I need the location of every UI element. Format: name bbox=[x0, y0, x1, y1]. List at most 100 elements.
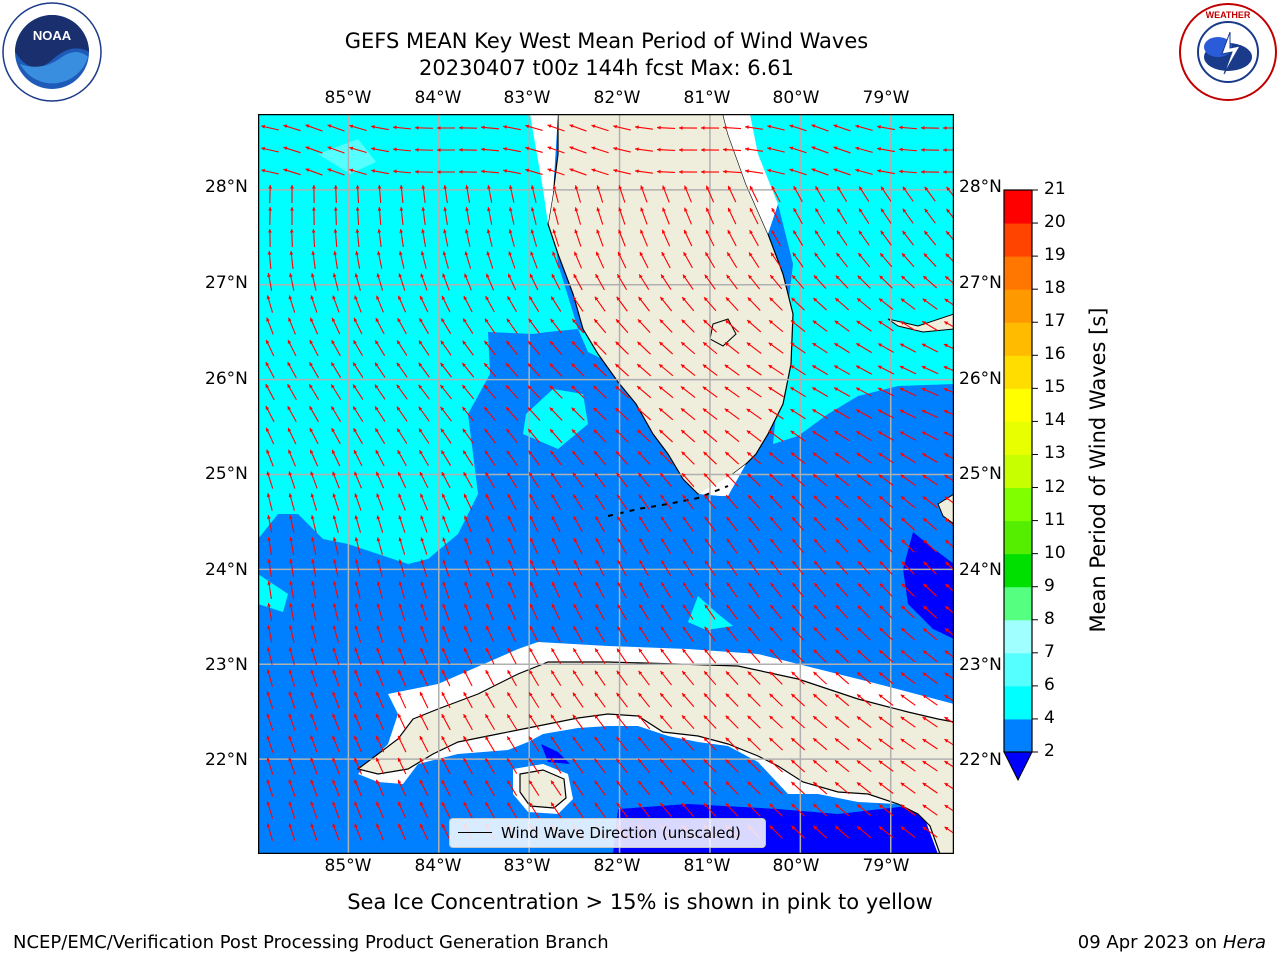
direction-arrow bbox=[458, 125, 478, 130]
direction-arrow bbox=[638, 537, 650, 555]
direction-arrow bbox=[547, 124, 565, 132]
direction-arrow bbox=[463, 691, 473, 709]
direction-arrow bbox=[485, 669, 495, 687]
direction-arrow bbox=[924, 208, 936, 224]
direction-arrow bbox=[920, 169, 940, 174]
direction-arrow bbox=[835, 627, 849, 641]
direction-arrow bbox=[812, 452, 828, 464]
direction-arrow bbox=[944, 583, 954, 593]
direction-arrow bbox=[616, 670, 628, 686]
direction-arrow bbox=[878, 825, 894, 839]
colorbar-tick-label: 13 bbox=[1044, 443, 1066, 464]
lon-label-top: 80°W bbox=[772, 88, 820, 108]
direction-arrow bbox=[376, 537, 383, 555]
direction-arrow bbox=[813, 649, 827, 663]
lat-label-right: 25°N bbox=[959, 464, 1002, 484]
direction-arrow bbox=[681, 758, 695, 774]
direction-arrow bbox=[877, 431, 895, 441]
direction-arrow bbox=[921, 320, 939, 332]
direction-arrow bbox=[421, 229, 427, 247]
direction-arrow bbox=[375, 757, 385, 775]
direction-arrow bbox=[487, 185, 493, 203]
direction-arrow bbox=[944, 782, 954, 790]
direction-arrow bbox=[483, 362, 497, 378]
direction-arrow bbox=[507, 669, 517, 687]
direction-arrow bbox=[595, 603, 605, 621]
direction-arrow bbox=[770, 582, 782, 598]
direction-arrow bbox=[702, 429, 718, 443]
direction-arrow bbox=[922, 672, 938, 684]
direction-arrow bbox=[659, 670, 673, 686]
direction-arrow bbox=[944, 716, 954, 724]
direction-arrow bbox=[922, 826, 938, 838]
direction-arrow bbox=[461, 362, 475, 378]
direction-arrow bbox=[656, 147, 676, 152]
direction-arrow bbox=[877, 125, 895, 131]
direction-arrow bbox=[880, 186, 892, 202]
direction-arrow bbox=[682, 516, 694, 532]
lon-label-top: 84°W bbox=[414, 88, 462, 108]
colorbar-tick-label: 16 bbox=[1044, 344, 1066, 365]
direction-arrow bbox=[922, 496, 938, 508]
direction-arrow bbox=[812, 342, 828, 354]
direction-arrow bbox=[792, 252, 804, 268]
direction-arrow bbox=[879, 605, 893, 619]
direction-arrow bbox=[485, 273, 495, 291]
direction-arrow bbox=[812, 408, 828, 420]
direction-arrow bbox=[528, 472, 540, 488]
direction-arrow bbox=[311, 537, 317, 555]
direction-arrow bbox=[722, 147, 742, 152]
direction-arrow bbox=[878, 671, 894, 685]
direction-arrow bbox=[704, 538, 716, 554]
direction-arrow bbox=[922, 298, 938, 310]
direction-arrow bbox=[267, 625, 273, 643]
direction-arrow bbox=[375, 779, 385, 797]
direction-arrow bbox=[878, 694, 894, 706]
direction-arrow bbox=[508, 229, 515, 247]
direction-arrow bbox=[465, 185, 471, 203]
direction-arrow bbox=[332, 823, 340, 841]
direction-arrow bbox=[835, 538, 849, 554]
direction-arrow bbox=[791, 604, 805, 620]
direction-arrow bbox=[375, 691, 385, 709]
direction-arrow bbox=[440, 318, 452, 334]
direction-arrow bbox=[375, 449, 385, 467]
direction-arrow bbox=[418, 384, 430, 400]
direction-arrow bbox=[879, 627, 893, 641]
lon-label-bottom: 81°W bbox=[683, 856, 731, 876]
direction-arrow bbox=[727, 207, 737, 225]
lat-label-right: 27°N bbox=[959, 273, 1002, 293]
direction-arrow bbox=[767, 168, 785, 175]
direction-arrow bbox=[571, 428, 585, 444]
direction-arrow bbox=[944, 694, 954, 702]
direction-arrow bbox=[682, 274, 694, 290]
direction-arrow bbox=[591, 168, 609, 176]
direction-arrow bbox=[637, 780, 651, 796]
direction-arrow bbox=[944, 561, 954, 571]
lat-label-left: 26°N bbox=[205, 369, 248, 389]
direction-arrow bbox=[658, 385, 674, 399]
direction-arrow bbox=[594, 494, 606, 510]
direction-arrow bbox=[309, 449, 319, 467]
direction-arrow bbox=[745, 147, 763, 152]
direction-arrow bbox=[636, 407, 652, 421]
direction-arrow bbox=[769, 297, 783, 311]
direction-arrow bbox=[703, 737, 717, 751]
direction-arrow bbox=[551, 603, 561, 621]
title-line-2: 20230407 t00z 144h fcst Max: 6.61 bbox=[419, 56, 794, 80]
direction-arrow bbox=[747, 693, 761, 707]
direction-arrow bbox=[486, 251, 494, 269]
colorbar bbox=[1003, 189, 1038, 782]
direction-arrow bbox=[309, 339, 319, 357]
direction-arrow bbox=[704, 516, 716, 532]
direction-arrow bbox=[660, 648, 672, 664]
direction-arrow bbox=[835, 605, 849, 619]
direction-arrow bbox=[724, 386, 740, 398]
direction-arrow bbox=[834, 693, 850, 707]
direction-arrow bbox=[704, 582, 716, 598]
direction-arrow bbox=[768, 386, 784, 398]
direction-arrow bbox=[486, 537, 494, 555]
direction-arrow bbox=[288, 713, 296, 731]
direction-arrow bbox=[725, 648, 739, 664]
direction-arrow bbox=[333, 184, 338, 204]
